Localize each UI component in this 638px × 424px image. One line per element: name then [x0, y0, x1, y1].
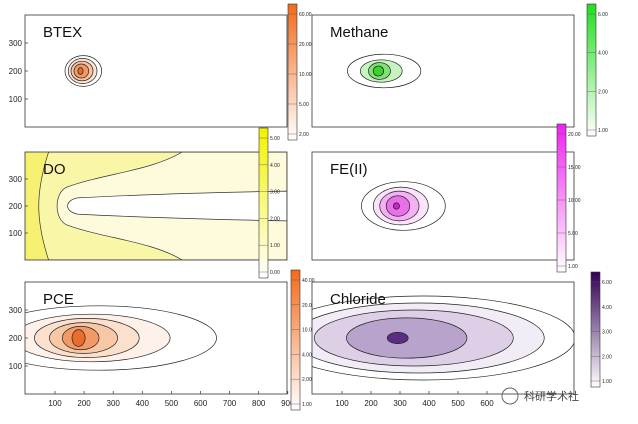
y-tick-label: 200 [9, 202, 23, 211]
y-tick-label: 300 [9, 39, 23, 48]
y-tick-label: 100 [9, 362, 23, 371]
colorbar-tick-label: 4.00 [302, 352, 312, 358]
watermark: 科研学术社 [501, 387, 579, 405]
colorbar-tick-label: 1.00 [598, 128, 608, 134]
colorbar-tick-label: 4.00 [602, 305, 612, 311]
colorbar [586, 3, 597, 137]
plot-frame [311, 151, 575, 261]
y-tick-label: 300 [9, 306, 23, 315]
y-tick-label: 100 [9, 229, 23, 238]
colorbar-tick-label: 4.00 [270, 163, 280, 169]
contour-level [386, 332, 409, 344]
colorbar-tick-label: 5.00 [568, 231, 578, 237]
colorbar-tick-label: 1.00 [602, 379, 612, 385]
panel-title: BTEX [43, 24, 82, 41]
y-tick-label: 300 [9, 175, 23, 184]
y-tick-label: 200 [9, 67, 23, 76]
panel-btex: BTEX 100 200 300 2.00 5.00 10.00 20.00 60.00 [9, 3, 312, 141]
contour-level [77, 67, 84, 75]
colorbar-tick-label: 2.00 [299, 132, 309, 138]
colorbar-tick-label: 5.00 [299, 102, 309, 108]
x-tick-label: 200 [77, 399, 91, 408]
colorbar-tick-label: 20.00 [568, 132, 581, 138]
panel-chloride: Chloride 100 200 300 400 500 600 1.00 2.00 3.00 4.… [311, 271, 612, 408]
panel-title: Methane [330, 24, 388, 41]
colorbar [290, 269, 301, 411]
colorbar-tick-label: 20.00 [302, 303, 315, 309]
x-tick-label: 100 [335, 399, 349, 408]
x-tick-label: 300 [107, 399, 121, 408]
colorbar-tick-label: 20.00 [299, 42, 312, 48]
colorbar-tick-label: 2.00 [598, 89, 608, 95]
colorbar-tick-label: 10.00 [302, 328, 315, 334]
colorbar-tick-label: 15.00 [568, 165, 581, 171]
colorbar-tick-label: 40.00 [302, 278, 315, 284]
colorbar-tick-label: 3.00 [602, 330, 612, 336]
contour-level [372, 65, 385, 77]
watermark-icon [501, 387, 519, 405]
panels-layer: BTEX1002003002.005.0010.0020.0060.00Meth… [9, 3, 612, 411]
panel-title: FE(II) [330, 161, 368, 178]
x-tick-label: 600 [480, 399, 494, 408]
contour-level [71, 329, 86, 347]
plot-frame [311, 14, 575, 128]
colorbar-tick-label: 10.00 [299, 72, 312, 78]
panel-methane: Methane 1.00 2.00 4.00 6.00 [311, 3, 608, 137]
panel-title: PCE [43, 291, 74, 308]
panel-pce: PCE 100 200 300 100 200 300 400 500 600 700 800 900 1… [9, 269, 315, 411]
contour-level [392, 202, 400, 210]
colorbar-tick-label: 2.00 [602, 354, 612, 360]
x-tick-label: 300 [393, 399, 407, 408]
colorbar-tick-label: 60.00 [299, 12, 312, 18]
colorbar-tick-label: 1.00 [270, 243, 280, 249]
colorbar-tick-label: 1.00 [568, 264, 578, 270]
colorbar [287, 3, 298, 141]
do-band [67, 190, 287, 222]
x-tick-label: 500 [451, 399, 465, 408]
colorbar [556, 123, 567, 273]
x-tick-label: 700 [223, 399, 237, 408]
x-tick-label: 100 [48, 399, 62, 408]
colorbar-tick-label: 1.00 [302, 402, 312, 408]
colorbar [258, 127, 269, 279]
plot-area [25, 282, 287, 394]
colorbar-tick-label: 10.00 [568, 198, 581, 204]
colorbar-tick-label: 6.00 [602, 280, 612, 286]
colorbar-tick-label: 0.00 [270, 270, 280, 276]
panel-fe-ii-: FE(II) 1.00 5.00 10.00 15.00 20.00 [311, 123, 581, 273]
x-tick-label: 600 [194, 399, 208, 408]
panel-do: DO 100 200 300 0.00 1.00 2.00 3.00 4.00 5.00 [9, 127, 288, 279]
plot-area [312, 282, 574, 394]
plot-area [312, 152, 574, 260]
plot-area [25, 15, 287, 127]
x-tick-label: 800 [252, 399, 266, 408]
plot-frame [311, 281, 575, 395]
colorbar-tick-label: 2.00 [302, 377, 312, 383]
x-tick-label: 400 [136, 399, 150, 408]
plot-area [312, 15, 574, 127]
colorbar-tick-label: 2.00 [270, 216, 280, 222]
colorbar-tick-label: 6.00 [598, 12, 608, 18]
colorbar-tick-label: 5.00 [270, 136, 280, 142]
y-tick-label: 100 [9, 95, 23, 104]
x-tick-label: 200 [364, 399, 378, 408]
colorbar-tick-label: 4.00 [598, 51, 608, 57]
x-tick-label: 400 [422, 399, 436, 408]
colorbar-tick-label: 3.00 [270, 190, 280, 196]
panel-title: Chloride [330, 291, 386, 308]
panel-title: DO [43, 161, 66, 178]
colorbar [590, 271, 601, 388]
watermark-text: 科研学术社 [524, 389, 579, 403]
x-tick-label: 500 [165, 399, 179, 408]
plot-area [25, 152, 287, 260]
y-tick-label: 200 [9, 334, 23, 343]
x-tick-label: 900 [281, 399, 295, 408]
